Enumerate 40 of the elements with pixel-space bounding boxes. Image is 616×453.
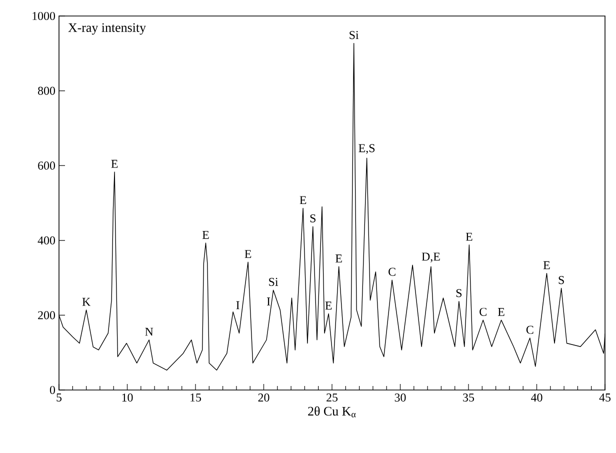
x-tick-label: 40 [531,394,542,402]
annotation: C [480,308,486,316]
annotation: S [558,276,564,284]
annotation: E,S [358,144,375,154]
annotation: D,E [422,252,440,262]
annotation: E [498,308,504,316]
y-tick-label: 400 [38,236,56,244]
y-tick-label: 1000 [32,12,56,20]
x-tick-label: 20 [258,394,270,402]
x-tick-label: 45 [599,394,611,402]
y-tick-label: 200 [38,311,56,320]
annotation: E [202,230,209,239]
annotation: I [236,301,240,310]
y-tick-label: 800 [38,86,56,95]
x-tick-label: 35 [463,394,474,402]
y-tick-label: 0 [50,386,56,394]
x-axis-title: 2θ Cu K$_{α}$ [308,406,356,418]
annotation: I [266,298,270,306]
annotation: S [310,214,316,222]
annotation: E [466,232,472,241]
x-tick-label: 25 [326,394,338,402]
annotation: C [388,268,396,276]
annotation: S [456,289,462,298]
annotation: K [82,298,90,306]
x-tick-label: 5 [56,394,62,402]
x-tick-label: 30 [394,394,406,402]
x-tick-label: 15 [190,394,202,402]
annotation: Si [350,31,359,40]
annotation: E [543,261,550,270]
annotation: E [300,196,306,204]
annotation: E [244,250,252,258]
y-tick-label: 600 [38,162,56,170]
annotation: N [145,328,154,336]
annotation: E [325,302,332,310]
annotation: E [111,160,118,168]
y-axis-title: X-ray intensity [68,23,146,35]
annotation: Si [269,278,278,286]
annotation: E [336,254,342,262]
annotation: C [526,326,534,334]
x-tick-label: 10 [122,394,133,402]
